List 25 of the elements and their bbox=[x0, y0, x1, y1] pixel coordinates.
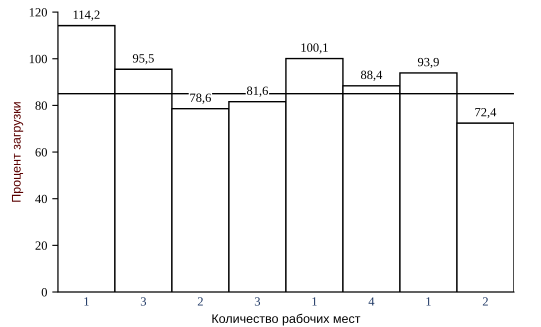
x-tick-label: 4 bbox=[368, 297, 374, 306]
data-label: 72,4 bbox=[475, 108, 496, 118]
y-tick-label: 120 bbox=[30, 8, 47, 17]
y-tick-label: 0 bbox=[42, 288, 47, 296]
x-tick-label: 3 bbox=[140, 297, 146, 306]
x-tick-label: 2 bbox=[482, 297, 488, 306]
y-tick-label: 40 bbox=[35, 194, 47, 204]
x-tick-label: 1 bbox=[84, 297, 89, 306]
data-label: 88,4 bbox=[360, 70, 382, 81]
y-tick-label: 20 bbox=[36, 241, 47, 250]
y-tick-label: 60 bbox=[36, 148, 47, 157]
data-label: 78,6 bbox=[190, 94, 211, 104]
y-axis-title: Процент загрузки bbox=[12, 102, 24, 202]
y-tick-label: 100 bbox=[30, 54, 47, 64]
data-label: 100,1 bbox=[301, 43, 328, 54]
x-tick-label: 2 bbox=[198, 297, 203, 306]
data-label: 114,2 bbox=[74, 10, 100, 21]
data-label: 81,6 bbox=[246, 86, 268, 97]
y-tick-label: 80 bbox=[35, 101, 47, 110]
data-label: 93,9 bbox=[418, 58, 439, 68]
x-tick-label: 3 bbox=[254, 297, 260, 306]
x-axis-title: Количество рабочих мест bbox=[212, 314, 360, 326]
x-tick-label: 1 bbox=[426, 297, 431, 306]
data-label: 95,5 bbox=[132, 54, 154, 64]
x-tick-label: 1 bbox=[312, 297, 317, 306]
